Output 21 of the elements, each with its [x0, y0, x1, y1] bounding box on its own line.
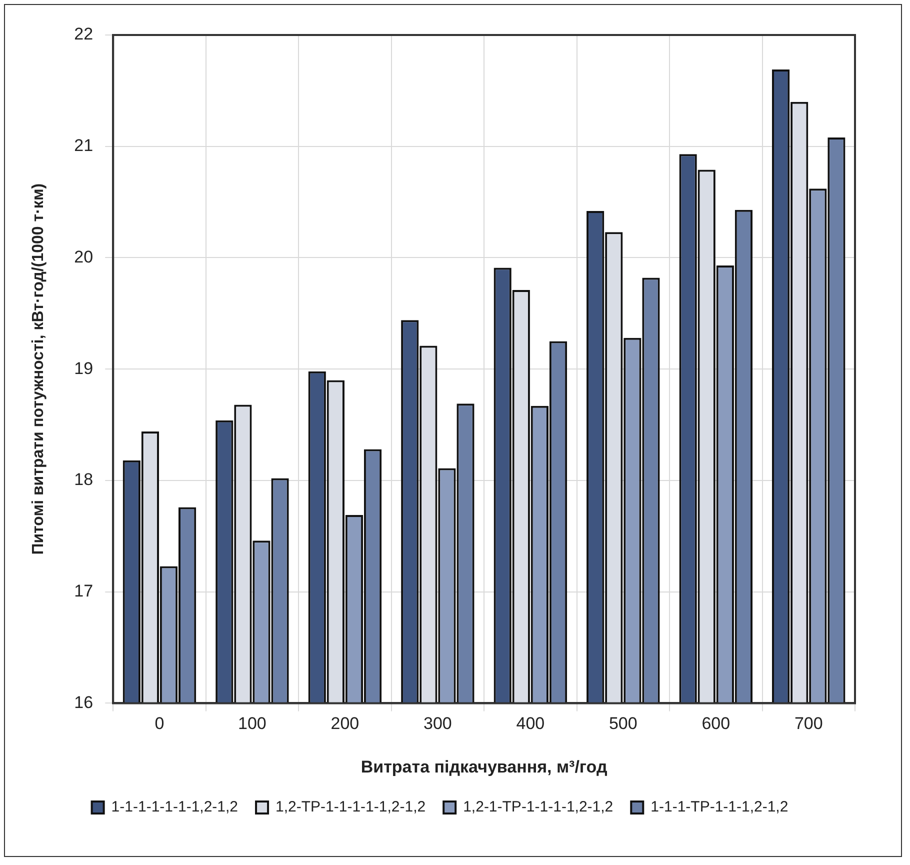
x-tick-label: 300: [424, 714, 452, 734]
legend-label: 1,2-1-TP-1-1-1-1,2-1,2: [463, 798, 614, 816]
y-tick-label: 20: [74, 247, 94, 266]
y-axis-title: Питомі витрати потужності, кВт·год/(1000 т·км): [30, 183, 48, 555]
x-axis-title: Витрата підкачування, м³/год: [360, 757, 608, 776]
y-tick-label: 16: [74, 692, 94, 712]
y-tick-label: 17: [74, 582, 94, 601]
y-tick-label: 22: [74, 24, 94, 44]
y-tick-label: 21: [74, 136, 94, 156]
legend-label: 1-1-1-TP-1-1-1,2-1,2: [650, 798, 788, 816]
y-tick-label: 18: [74, 470, 94, 490]
legend-label: 1-1-1-1-1-1-1,2-1,2: [111, 798, 238, 816]
x-tick-label: 0: [154, 714, 164, 734]
x-tick-label: 400: [516, 714, 545, 734]
x-tick-label: 600: [702, 714, 730, 734]
y-tick-label: 19: [74, 358, 94, 378]
x-tick-label: 500: [608, 714, 638, 734]
legend-label: 1,2-TP-1-1-1-1-1,2-1,2: [276, 798, 426, 816]
x-tick-label: 700: [794, 714, 823, 734]
x-tick-label: 200: [330, 714, 360, 734]
x-tick-label: 100: [238, 714, 266, 734]
